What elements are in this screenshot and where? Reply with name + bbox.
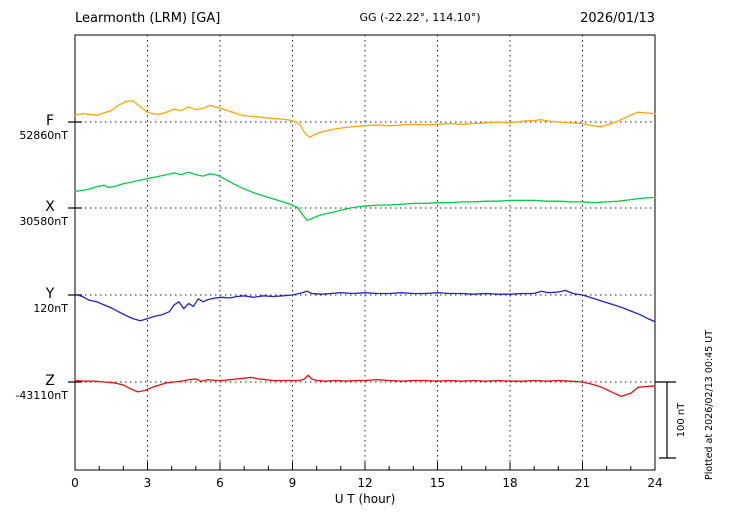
trace-Y (74, 289, 656, 323)
baseline-layer (75, 121, 655, 383)
x-tick-label: 6 (216, 476, 224, 490)
scale-bar-label: 100 nT (676, 402, 687, 438)
series-baseline-value-Z: -43110nT (15, 389, 68, 402)
gg-coordinates: GG (-22.22°, 114.10°) (359, 11, 480, 24)
series-letter-Z: Z (45, 373, 55, 389)
series-letter-F: F (46, 113, 54, 129)
x-axis-label: U T (hour) (335, 492, 396, 506)
x-tick-label-layer: 0 3 6 9 12 15 18 21 24 (71, 476, 662, 490)
x-tick-label: 15 (430, 476, 445, 490)
x-tick-label: 24 (647, 476, 662, 490)
x-tick-label: 0 (71, 476, 79, 490)
trace-Z (74, 374, 656, 398)
gridline-layer (147, 35, 583, 470)
series-baseline-value-Y: 120nT (33, 302, 68, 315)
series-baseline-value-F: 52860nT (19, 129, 68, 142)
station-title: Learmonth (LRM) [GA] (75, 11, 220, 26)
axis-tick-layer (68, 121, 656, 470)
date-label: 2026/01/13 (580, 11, 655, 26)
plotted-at-label: Plotted at 2026/02/13 00:45 UT (704, 330, 715, 480)
x-tick-label: 3 (144, 476, 152, 490)
x-tick-label: 9 (289, 476, 297, 490)
series-baseline-value-X: 30580nT (19, 215, 68, 228)
scale-bar (655, 381, 676, 459)
trace-layer (74, 100, 656, 398)
series-letter-X: X (45, 199, 55, 215)
series-letter-Y: Y (45, 286, 55, 302)
x-tick-label: 12 (357, 476, 372, 490)
x-tick-label: 18 (502, 476, 517, 490)
x-tick-label: 21 (575, 476, 590, 490)
trace-X (74, 171, 656, 221)
trace-F (74, 100, 656, 138)
